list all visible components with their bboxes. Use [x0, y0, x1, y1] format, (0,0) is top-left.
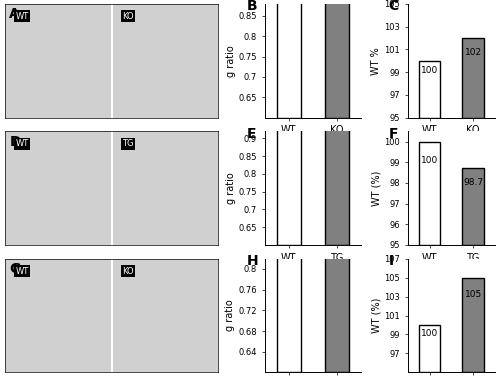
Text: I: I [388, 254, 394, 268]
Y-axis label: WT (%): WT (%) [372, 298, 382, 333]
Text: B: B [247, 0, 258, 13]
Text: 102: 102 [464, 48, 482, 57]
Text: KO: KO [122, 12, 134, 21]
Bar [325, 0, 349, 245]
Y-axis label: WT (%): WT (%) [372, 170, 382, 206]
Text: H: H [247, 254, 258, 268]
Bar [462, 168, 484, 245]
Text: A: A [10, 7, 20, 21]
Text: 105: 105 [464, 290, 482, 299]
Text: KO: KO [122, 267, 134, 276]
Bar [276, 1, 301, 372]
Text: WT: WT [16, 139, 29, 148]
Text: F: F [388, 127, 398, 141]
Text: TG: TG [122, 139, 134, 148]
Text: E: E [247, 127, 256, 141]
Text: 98.7: 98.7 [463, 178, 483, 187]
Text: WT: WT [16, 12, 29, 21]
Bar [325, 0, 349, 117]
Y-axis label: g ratio: g ratio [226, 300, 235, 331]
Text: C: C [388, 0, 399, 13]
Y-axis label: g ratio: g ratio [226, 45, 235, 76]
Text: 100: 100 [421, 66, 438, 75]
Bar [462, 278, 484, 372]
Bar [418, 61, 440, 117]
Bar [276, 0, 301, 117]
Y-axis label: WT %: WT % [372, 47, 382, 74]
Text: G: G [10, 262, 20, 276]
Bar [276, 0, 301, 245]
Bar [462, 38, 484, 117]
Text: 100: 100 [421, 329, 438, 338]
Text: 100: 100 [421, 156, 438, 165]
Bar [325, 0, 349, 372]
Text: D: D [10, 135, 21, 149]
Y-axis label: g ratio: g ratio [226, 172, 235, 204]
Bar [418, 142, 440, 245]
Text: WT: WT [16, 267, 29, 276]
Bar [418, 325, 440, 372]
